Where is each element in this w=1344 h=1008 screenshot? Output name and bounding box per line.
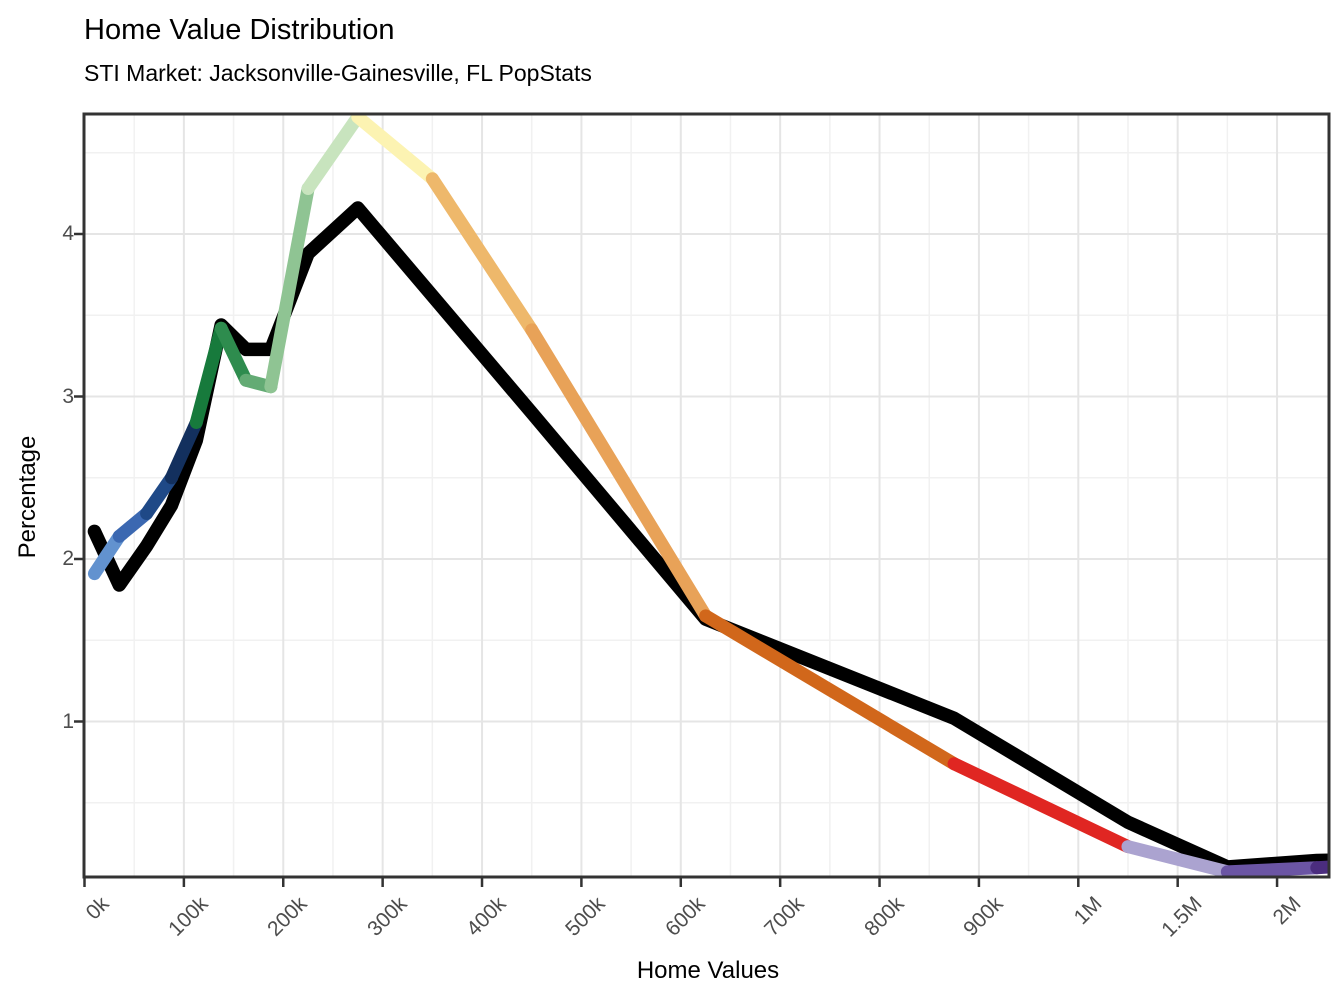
y-tick-label: 4 [62, 222, 74, 245]
bin-segment-line [164, 416, 203, 485]
bin-segment-line [301, 114, 365, 195]
bin-segment-line [525, 323, 713, 623]
panel-border [82, 112, 1331, 879]
y-axis-title: Percentage [14, 435, 41, 559]
bin-segment-line [1121, 840, 1234, 877]
panel-background [84, 114, 1329, 877]
chart-subtitle: STI Market: Jacksonville-Gainesville, FL… [84, 60, 592, 86]
y-tick-label: 3 [62, 384, 74, 408]
y-tick-label: 1 [62, 709, 74, 733]
bin-segment-line [264, 182, 315, 394]
bin-segment-line [1220, 861, 1324, 877]
bin-segment-line [140, 471, 178, 520]
total-distribution-line [87, 201, 1329, 874]
y-tick-label: 2 [62, 547, 74, 570]
bin-segment-line [699, 609, 961, 771]
bin-segment-line [425, 172, 539, 337]
bin-segment-line [947, 757, 1135, 854]
bin-segment-line [351, 114, 439, 186]
bin-segment-line [1310, 860, 1329, 875]
bin-segment-line [214, 321, 253, 387]
x-axis-title-text: Home Values [636, 957, 780, 984]
bin-segment-line [189, 321, 228, 429]
x-axis-title: Home Values [0, 957, 1344, 985]
chart-title: Home Value Distribution [84, 14, 395, 46]
bin-segment-line [87, 529, 126, 581]
